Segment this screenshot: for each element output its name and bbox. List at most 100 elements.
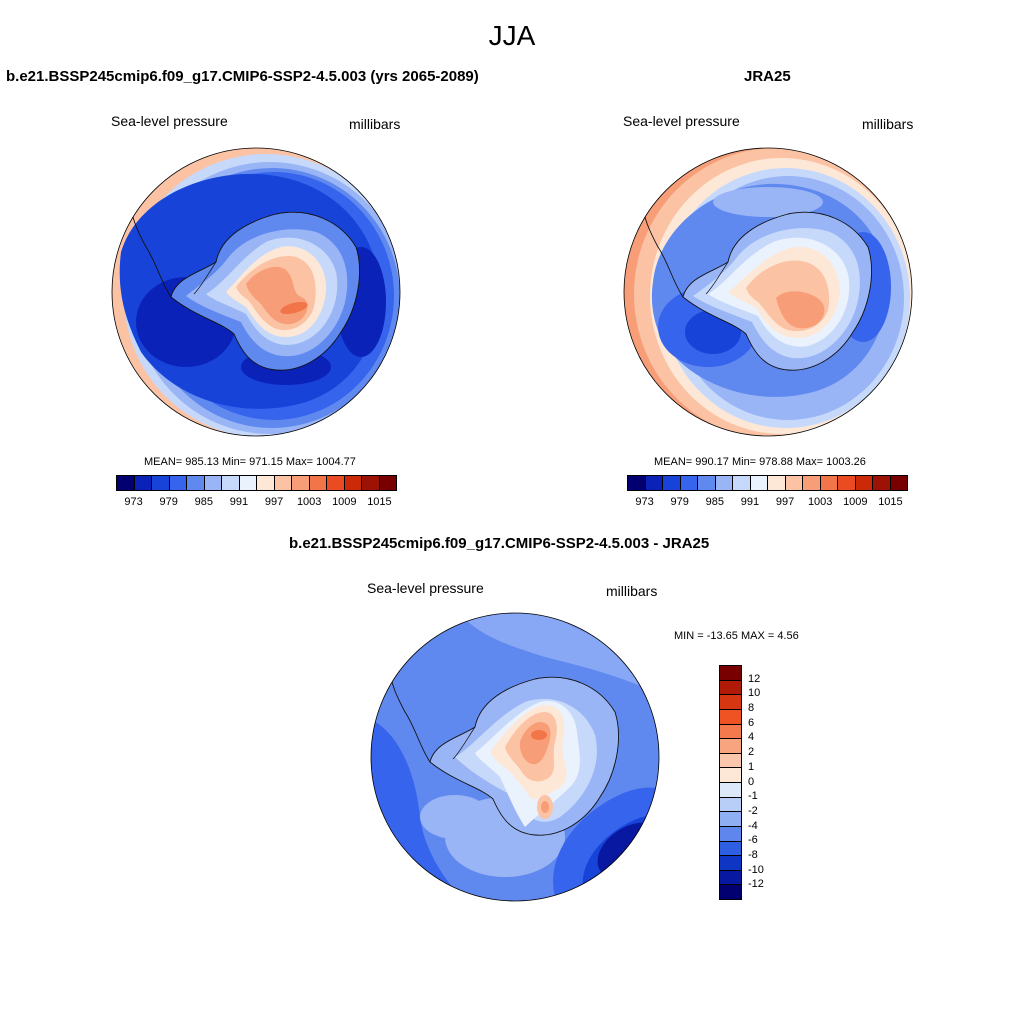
colorbar-tick-label: -10 bbox=[748, 863, 764, 876]
colorbar-swatch bbox=[803, 476, 821, 490]
colorbar-tick-label: -1 bbox=[748, 790, 758, 803]
colorbar-swatch bbox=[720, 680, 741, 696]
map3-ant-salmon-s bbox=[541, 801, 549, 813]
colorbar-panel1 bbox=[116, 475, 397, 491]
colorbar-tick-label: 6 bbox=[748, 716, 755, 729]
colorbar-swatch bbox=[169, 476, 187, 490]
panel1-title: b.e21.BSSP245cmip6.f09_g17.CMIP6-SSP2-4.… bbox=[6, 68, 479, 85]
panel1-units-label: millibars bbox=[349, 116, 401, 132]
panel3-minmax-stats: MIN = -13.65 MAX = 4.56 bbox=[674, 630, 799, 642]
map2-ross-coast bbox=[705, 261, 729, 295]
colorbar-swatch bbox=[720, 724, 741, 740]
colorbar-swatch bbox=[720, 739, 741, 754]
colorbar-panel3-ticks: 12 10 8 6 4 2 1 0 -1 -2 -4 -6 -8 -10 -12 bbox=[748, 665, 788, 900]
colorbar-swatch bbox=[698, 476, 716, 490]
map2-ant-salmon bbox=[776, 291, 825, 329]
colorbar-panel2-ticks: 973 979 985 991 997 1003 1009 1015 bbox=[627, 496, 908, 510]
map3-ant-orange bbox=[531, 730, 547, 740]
panel3-variable-label: Sea-level pressure bbox=[367, 580, 484, 596]
colorbar-swatch bbox=[890, 476, 907, 490]
colorbar-swatch bbox=[117, 476, 135, 490]
colorbar-swatch bbox=[720, 856, 741, 871]
colorbar-tick-label: 10 bbox=[748, 687, 761, 700]
colorbar-swatch bbox=[768, 476, 786, 490]
colorbar-swatch bbox=[750, 476, 768, 490]
colorbar-panel1-ticks: 973 979 985 991 997 1003 1009 1015 bbox=[116, 496, 397, 510]
panel1-variable-label: Sea-level pressure bbox=[111, 113, 228, 129]
colorbar-swatch bbox=[720, 709, 741, 725]
colorbar-tick-label: 973 bbox=[635, 496, 654, 508]
colorbar-swatch bbox=[873, 476, 891, 490]
colorbar-swatch bbox=[720, 812, 741, 827]
colorbar-swatch bbox=[720, 753, 741, 769]
map-panel3 bbox=[370, 612, 660, 902]
colorbar-tick-label: -12 bbox=[748, 878, 764, 891]
colorbar-tick-label: 8 bbox=[748, 702, 755, 715]
colorbar-tick-label: 985 bbox=[705, 496, 724, 508]
colorbar-tick-label: 1009 bbox=[843, 496, 868, 508]
colorbar-swatch bbox=[720, 768, 741, 783]
panel1-stats: MEAN= 985.13 Min= 971.15 Max= 1004.77 bbox=[144, 456, 356, 468]
colorbar-panel2 bbox=[627, 475, 908, 491]
panel2-title: JRA25 bbox=[744, 68, 791, 85]
colorbar-tick-label: 985 bbox=[194, 496, 213, 508]
colorbar-swatch bbox=[785, 476, 803, 490]
figure-title: JJA bbox=[488, 20, 536, 51]
panel2-units-label: millibars bbox=[862, 116, 914, 132]
colorbar-tick-label: 1015 bbox=[367, 496, 392, 508]
colorbar-swatch bbox=[309, 476, 327, 490]
colorbar-swatch bbox=[720, 797, 741, 813]
panel2-variable-label: Sea-level pressure bbox=[623, 113, 740, 129]
colorbar-swatch bbox=[379, 476, 396, 490]
colorbar-swatch bbox=[222, 476, 240, 490]
colorbar-tick-label: 979 bbox=[159, 496, 178, 508]
colorbar-swatch bbox=[720, 826, 741, 842]
colorbar-swatch bbox=[733, 476, 751, 490]
colorbar-swatch bbox=[274, 476, 292, 490]
colorbar-swatch bbox=[680, 476, 698, 490]
colorbar-tick-label: -4 bbox=[748, 819, 758, 832]
colorbar-tick-label: -6 bbox=[748, 834, 758, 847]
colorbar-swatch bbox=[257, 476, 275, 490]
colorbar-swatch bbox=[239, 476, 257, 490]
colorbar-tick-label: 12 bbox=[748, 672, 761, 685]
colorbar-swatch bbox=[720, 870, 741, 886]
colorbar-panel3 bbox=[719, 665, 742, 900]
colorbar-tick-label: 1 bbox=[748, 760, 755, 773]
colorbar-tick-label: 979 bbox=[670, 496, 689, 508]
colorbar-tick-label: 997 bbox=[775, 496, 795, 508]
colorbar-swatch bbox=[720, 783, 741, 798]
colorbar-swatch bbox=[187, 476, 205, 490]
colorbar-tick-label: 1015 bbox=[878, 496, 903, 508]
panel3-title: b.e21.BSSP245cmip6.f09_g17.CMIP6-SSP2-4.… bbox=[289, 535, 710, 552]
map2-mid-n bbox=[713, 187, 823, 217]
colorbar-swatch bbox=[327, 476, 345, 490]
panel3-units-label: millibars bbox=[606, 583, 658, 599]
map3-ross-coast bbox=[452, 726, 476, 760]
colorbar-tick-label: 1003 bbox=[296, 496, 322, 508]
colorbar-swatch bbox=[855, 476, 873, 490]
colorbar-tick-label: 0 bbox=[748, 775, 755, 788]
colorbar-swatch bbox=[204, 476, 222, 490]
map1-ross-coast bbox=[193, 261, 217, 295]
colorbar-swatch bbox=[344, 476, 362, 490]
colorbar-tick-label: -8 bbox=[748, 848, 758, 861]
colorbar-tick-label: 973 bbox=[124, 496, 143, 508]
colorbar-tick-label: 4 bbox=[748, 731, 755, 744]
map-panel1 bbox=[111, 147, 401, 437]
colorbar-swatch bbox=[715, 476, 733, 490]
map3-pale-sw bbox=[420, 795, 490, 839]
colorbar-swatch bbox=[663, 476, 681, 490]
colorbar-swatch bbox=[820, 476, 838, 490]
colorbar-tick-label: 997 bbox=[264, 496, 284, 508]
colorbar-swatch bbox=[134, 476, 152, 490]
colorbar-tick-label: 991 bbox=[229, 496, 249, 508]
map-panel2 bbox=[623, 147, 913, 437]
colorbar-swatch bbox=[362, 476, 380, 490]
colorbar-tick-label: 991 bbox=[740, 496, 760, 508]
colorbar-swatch bbox=[720, 885, 741, 899]
colorbar-swatch bbox=[628, 476, 646, 490]
colorbar-swatch bbox=[292, 476, 310, 490]
map1-ant-orange bbox=[280, 301, 308, 315]
colorbar-tick-label: 1009 bbox=[332, 496, 357, 508]
